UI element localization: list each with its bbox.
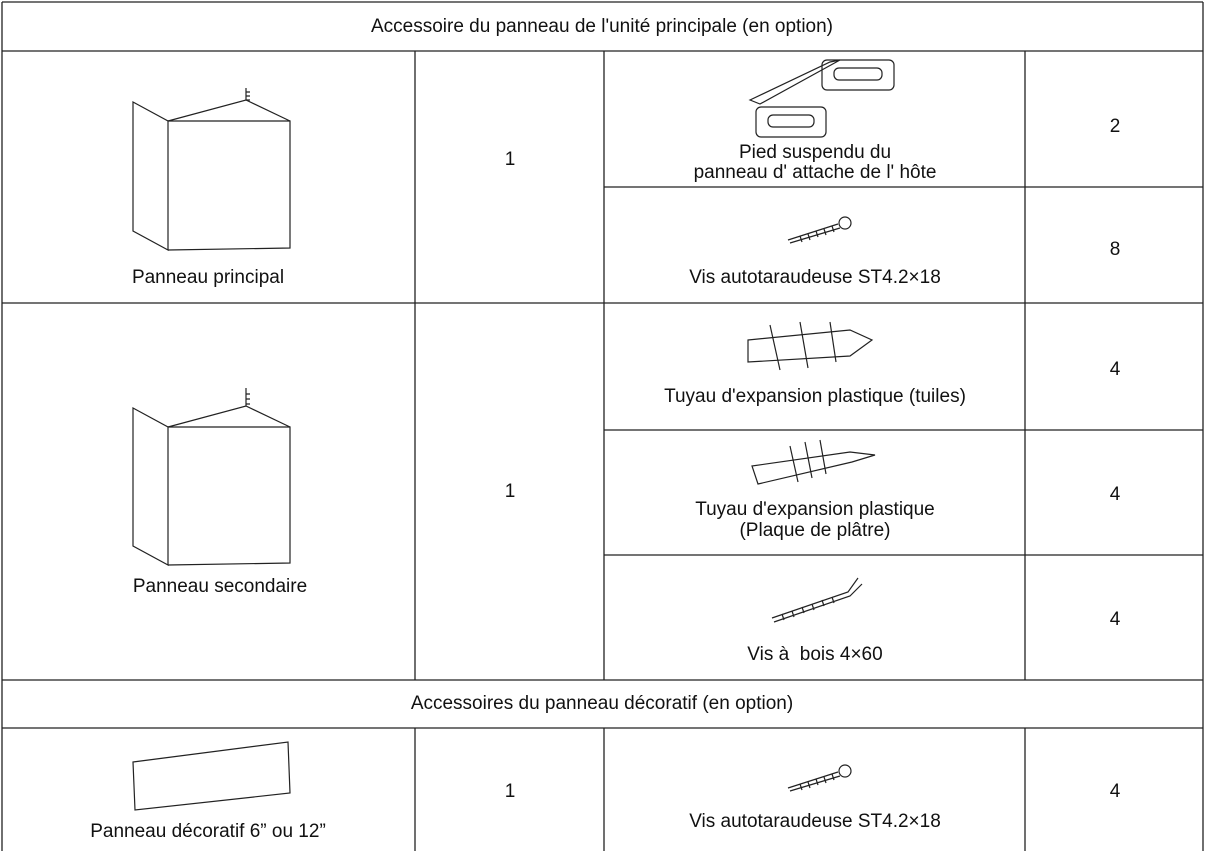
item-quantity: 8 <box>1110 239 1121 260</box>
drywall-anchor-icon <box>751 439 876 485</box>
item-label: (Plaque de plâtre) <box>739 520 890 541</box>
tapping-screw-icon <box>787 764 852 792</box>
item-quantity: 4 <box>1110 781 1121 802</box>
panel-quantity: 1 <box>505 781 516 802</box>
panel-name: Panneau principal <box>132 267 284 288</box>
item-quantity: 4 <box>1110 609 1121 630</box>
panel-quantity: 1 <box>505 149 516 170</box>
panel-name: Panneau secondaire <box>133 576 307 597</box>
section-title: Accessoires du panneau décoratif (en opt… <box>411 693 793 714</box>
item-label: Tuyau d'expansion plastique <box>695 499 935 520</box>
section-title: Accessoire du panneau de l'unité princip… <box>371 16 833 37</box>
decorative-panel-icon <box>132 741 291 811</box>
hanging-bracket-icon <box>748 59 895 138</box>
item-quantity: 2 <box>1110 116 1121 137</box>
main-panel-icon <box>132 388 291 567</box>
item-quantity: 4 <box>1110 484 1121 505</box>
panel-quantity: 1 <box>505 481 516 502</box>
item-label: panneau d' attache de l' hôte <box>694 162 937 183</box>
item-label: Vis à bois 4×60 <box>747 644 882 665</box>
panel-name: Panneau décoratif 6” ou 12” <box>90 821 326 842</box>
item-label: Vis autotaraudeuse ST4.2×18 <box>689 811 941 832</box>
main-panel-icon <box>132 88 291 252</box>
item-label: Pied suspendu du <box>739 142 891 163</box>
tapping-screw-icon <box>787 216 852 244</box>
item-quantity: 4 <box>1110 359 1121 380</box>
wood-screw-icon <box>771 577 863 623</box>
item-label: Vis autotaraudeuse ST4.2×18 <box>689 267 941 288</box>
item-label: Tuyau d'expansion plastique (tuiles) <box>664 386 966 407</box>
expansion-tube-icon <box>747 321 874 371</box>
